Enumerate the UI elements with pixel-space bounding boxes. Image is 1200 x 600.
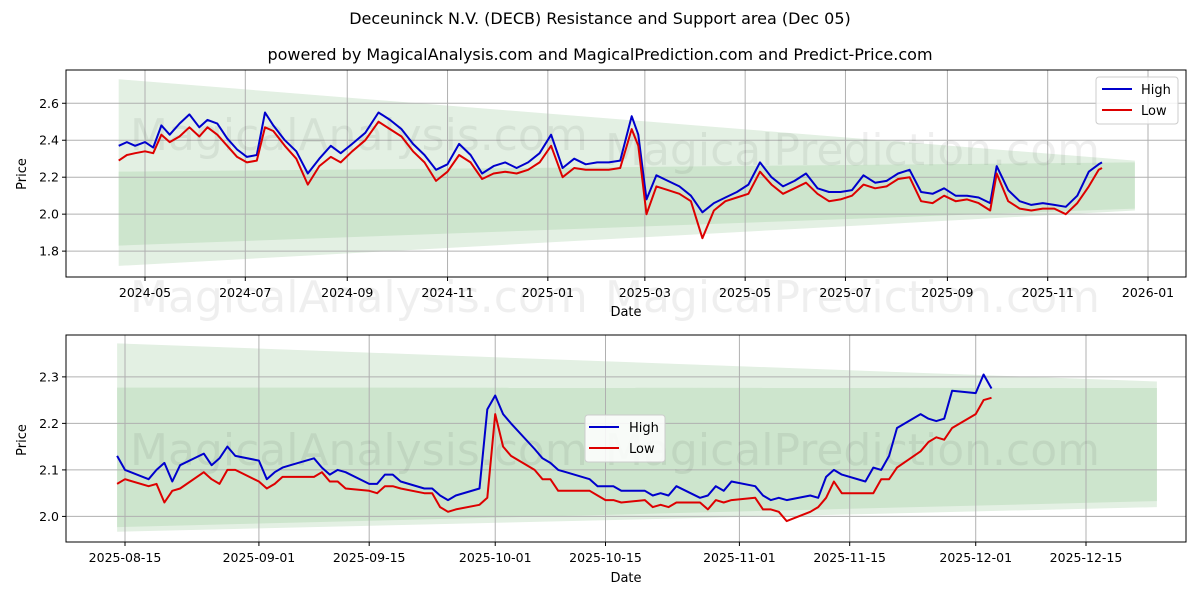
legend-low-label: Low bbox=[1141, 104, 1167, 119]
x-tick-label: 2025-10-01 bbox=[459, 550, 532, 565]
x-tick-label: 2025-10-15 bbox=[569, 550, 642, 565]
top-watermarks: MagicalAnalysis.com MagicalPrediction.co… bbox=[130, 110, 1100, 323]
top-axes-frame bbox=[65, 69, 1187, 278]
x-tick-label: 2025-12-15 bbox=[1050, 550, 1123, 565]
legend-high-label: High bbox=[1141, 83, 1171, 98]
top-tick-labels: 2024-05 2024-07 2024-09 2024-11 2025-01 2025-… bbox=[39, 96, 1174, 300]
y-tick-label: 2.2 bbox=[39, 416, 59, 431]
x-tick-label: 2025-08-15 bbox=[89, 550, 162, 565]
x-tick-label: 2024-09 bbox=[321, 285, 373, 300]
x-tick-label: 2025-11-15 bbox=[813, 550, 886, 565]
legend-high-label: High bbox=[629, 421, 659, 436]
x-tick-label: 2024-07 bbox=[219, 285, 271, 300]
x-tick-label: 2026-01 bbox=[1122, 285, 1174, 300]
x-tick-label: 2025-09-15 bbox=[333, 550, 406, 565]
y-tick-label: 2.2 bbox=[39, 170, 59, 185]
chart-subtitle: powered by MagicalAnalysis.com and Magic… bbox=[267, 45, 933, 64]
watermark: MagicalAnalysis.com bbox=[130, 425, 588, 476]
top-y-axis-label: Price bbox=[15, 158, 30, 190]
watermark: MagicalPrediction.com bbox=[605, 425, 1100, 476]
y-tick-label: 2.3 bbox=[39, 369, 59, 384]
bottom-y-axis-label: Price bbox=[15, 424, 30, 456]
x-tick-label: 2025-03 bbox=[619, 285, 671, 300]
bottom-grid bbox=[66, 335, 1186, 542]
watermark: MagicalAnalysis.com bbox=[130, 272, 588, 323]
inner-band bbox=[118, 162, 1135, 246]
y-tick-label: 2.1 bbox=[39, 462, 59, 477]
x-tick-label: 2024-05 bbox=[119, 285, 171, 300]
top-legend: High Low bbox=[1095, 76, 1179, 125]
low-price-line bbox=[116, 396, 992, 523]
legend-low-label: Low bbox=[629, 442, 655, 457]
high-price-line bbox=[116, 373, 993, 502]
bottom-axes-frame bbox=[65, 334, 1187, 543]
watermark: MagicalPrediction.com bbox=[605, 125, 1100, 176]
bottom-x-axis-label: Date bbox=[610, 571, 641, 586]
top-support-resistance-bands bbox=[118, 79, 1135, 266]
x-tick-label: 2025-11 bbox=[1022, 285, 1074, 300]
y-tick-label: 2.4 bbox=[39, 133, 59, 148]
top-grid bbox=[66, 70, 1186, 277]
x-tick-label: 2025-01 bbox=[522, 285, 574, 300]
bottom-chart: MagicalAnalysis.com MagicalPrediction.co… bbox=[15, 334, 1187, 586]
x-tick-label: 2025-09-01 bbox=[223, 550, 296, 565]
x-tick-label: 2025-11-01 bbox=[703, 550, 776, 565]
bottom-tick-labels: 2025-08-15 2025-09-01 2025-09-15 2025-10-01… bbox=[39, 369, 1122, 565]
bottom-legend: High Low bbox=[584, 414, 666, 463]
low-price-line bbox=[118, 120, 1103, 240]
bottom-watermarks: MagicalAnalysis.com MagicalPrediction.co… bbox=[130, 425, 1100, 476]
top-price-lines bbox=[118, 111, 1103, 240]
y-tick-label: 2.0 bbox=[39, 509, 59, 524]
x-tick-label: 2025-12-01 bbox=[939, 550, 1012, 565]
y-tick-label: 2.0 bbox=[39, 207, 59, 222]
y-tick-label: 1.8 bbox=[39, 244, 59, 259]
x-tick-label: 2025-05 bbox=[719, 285, 771, 300]
x-tick-label: 2024-11 bbox=[421, 285, 473, 300]
x-tick-label: 2025-07 bbox=[819, 285, 871, 300]
high-price-line bbox=[118, 111, 1103, 214]
y-tick-label: 2.6 bbox=[39, 96, 59, 111]
x-tick-label: 2025-09 bbox=[921, 285, 973, 300]
top-x-axis-label: Date bbox=[610, 305, 641, 320]
top-chart: MagicalAnalysis.com MagicalPrediction.co… bbox=[15, 69, 1187, 323]
chart-title: Deceuninck N.V. (DECB) Resistance and Su… bbox=[349, 9, 851, 28]
watermark: MagicalPrediction.com bbox=[605, 272, 1100, 323]
bottom-price-lines bbox=[116, 373, 993, 523]
watermark: MagicalAnalysis.com bbox=[130, 110, 588, 161]
